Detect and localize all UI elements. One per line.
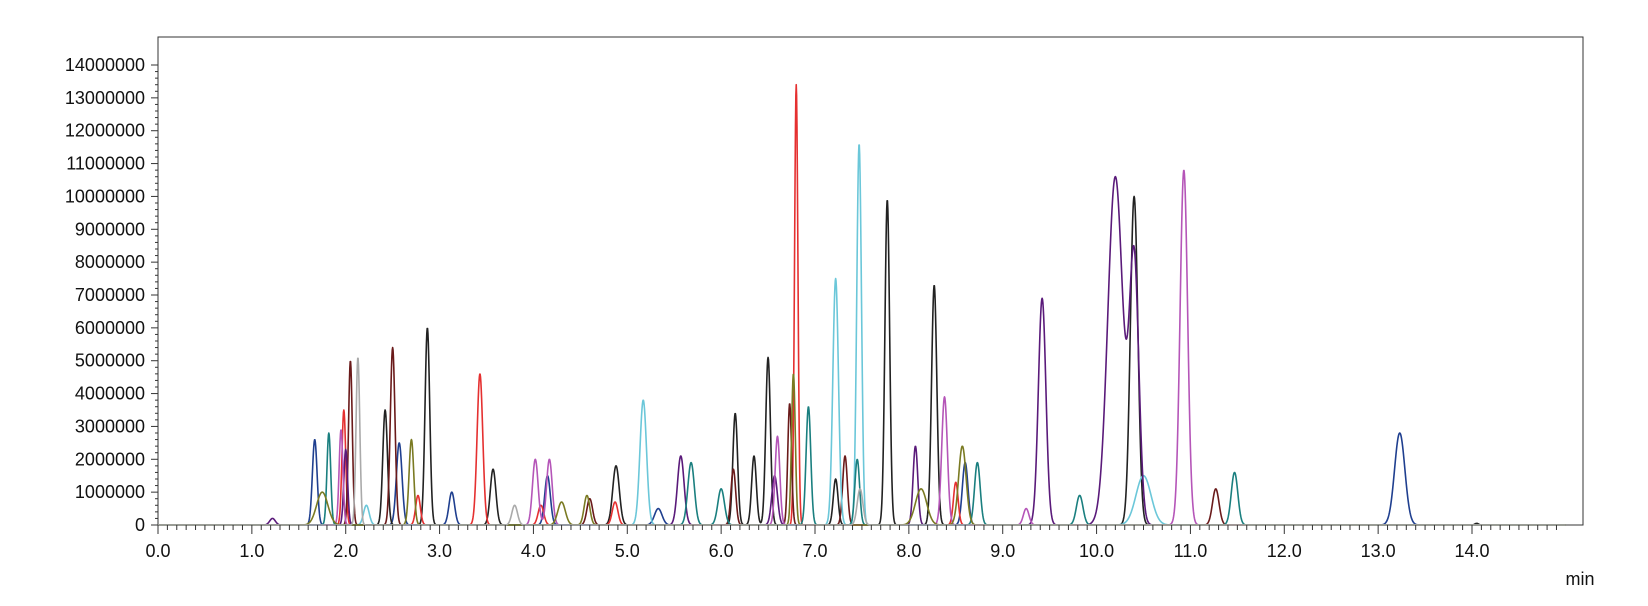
y-tick-label: 6000000	[75, 318, 145, 338]
y-tick-label: 9000000	[75, 219, 145, 239]
y-tick-label: 10000000	[65, 186, 145, 206]
y-tick-label: 14000000	[65, 55, 145, 75]
x-tick-label: 3.0	[427, 541, 452, 561]
x-tick-label: 8.0	[896, 541, 921, 561]
x-tick-label: 6.0	[709, 541, 734, 561]
y-tick-label: 3000000	[75, 416, 145, 436]
x-axis-unit-label: min	[1565, 569, 1594, 589]
x-tick-label: 7.0	[802, 541, 827, 561]
y-tick-label: 4000000	[75, 384, 145, 404]
y-tick-label: 13000000	[65, 88, 145, 108]
series-trace	[157, 144, 1567, 526]
y-tick-label: 2000000	[75, 449, 145, 469]
plot-area-frame	[157, 36, 1584, 526]
chromatogram-traces	[157, 83, 1567, 526]
x-tick-label: 5.0	[615, 541, 640, 561]
series-trace	[157, 406, 1567, 526]
y-tick-label: 5000000	[75, 351, 145, 371]
x-tick-label: 9.0	[990, 541, 1015, 561]
x-tick-label: 10.0	[1079, 541, 1114, 561]
x-tick-label: 2.0	[333, 541, 358, 561]
y-tick-label: 0	[135, 515, 145, 535]
y-tick-label: 1000000	[75, 482, 145, 502]
x-axis: 0.0 1.0 2.0 3.0 4.0 5.0 6.0 7.0 8.0 9.0 10.0 11.0 12…	[145, 525, 1557, 561]
y-tick-label: 11000000	[66, 154, 145, 174]
y-axis: 0 1000000 2000000 3000000 4000000 5000000 6000…	[65, 55, 158, 535]
y-tick-label: 12000000	[65, 121, 145, 141]
y-tick-label: 7000000	[75, 285, 145, 305]
y-tick-label: 8000000	[75, 252, 145, 272]
x-tick-label: 12.0	[1267, 541, 1302, 561]
x-tick-label: 0.0	[145, 541, 170, 561]
x-tick-label: 11.0	[1174, 541, 1208, 561]
x-tick-label: 13.0	[1361, 541, 1396, 561]
x-tick-label: 14.0	[1454, 541, 1489, 561]
x-tick-label: 1.0	[239, 541, 264, 561]
x-tick-label: 4.0	[521, 541, 546, 561]
